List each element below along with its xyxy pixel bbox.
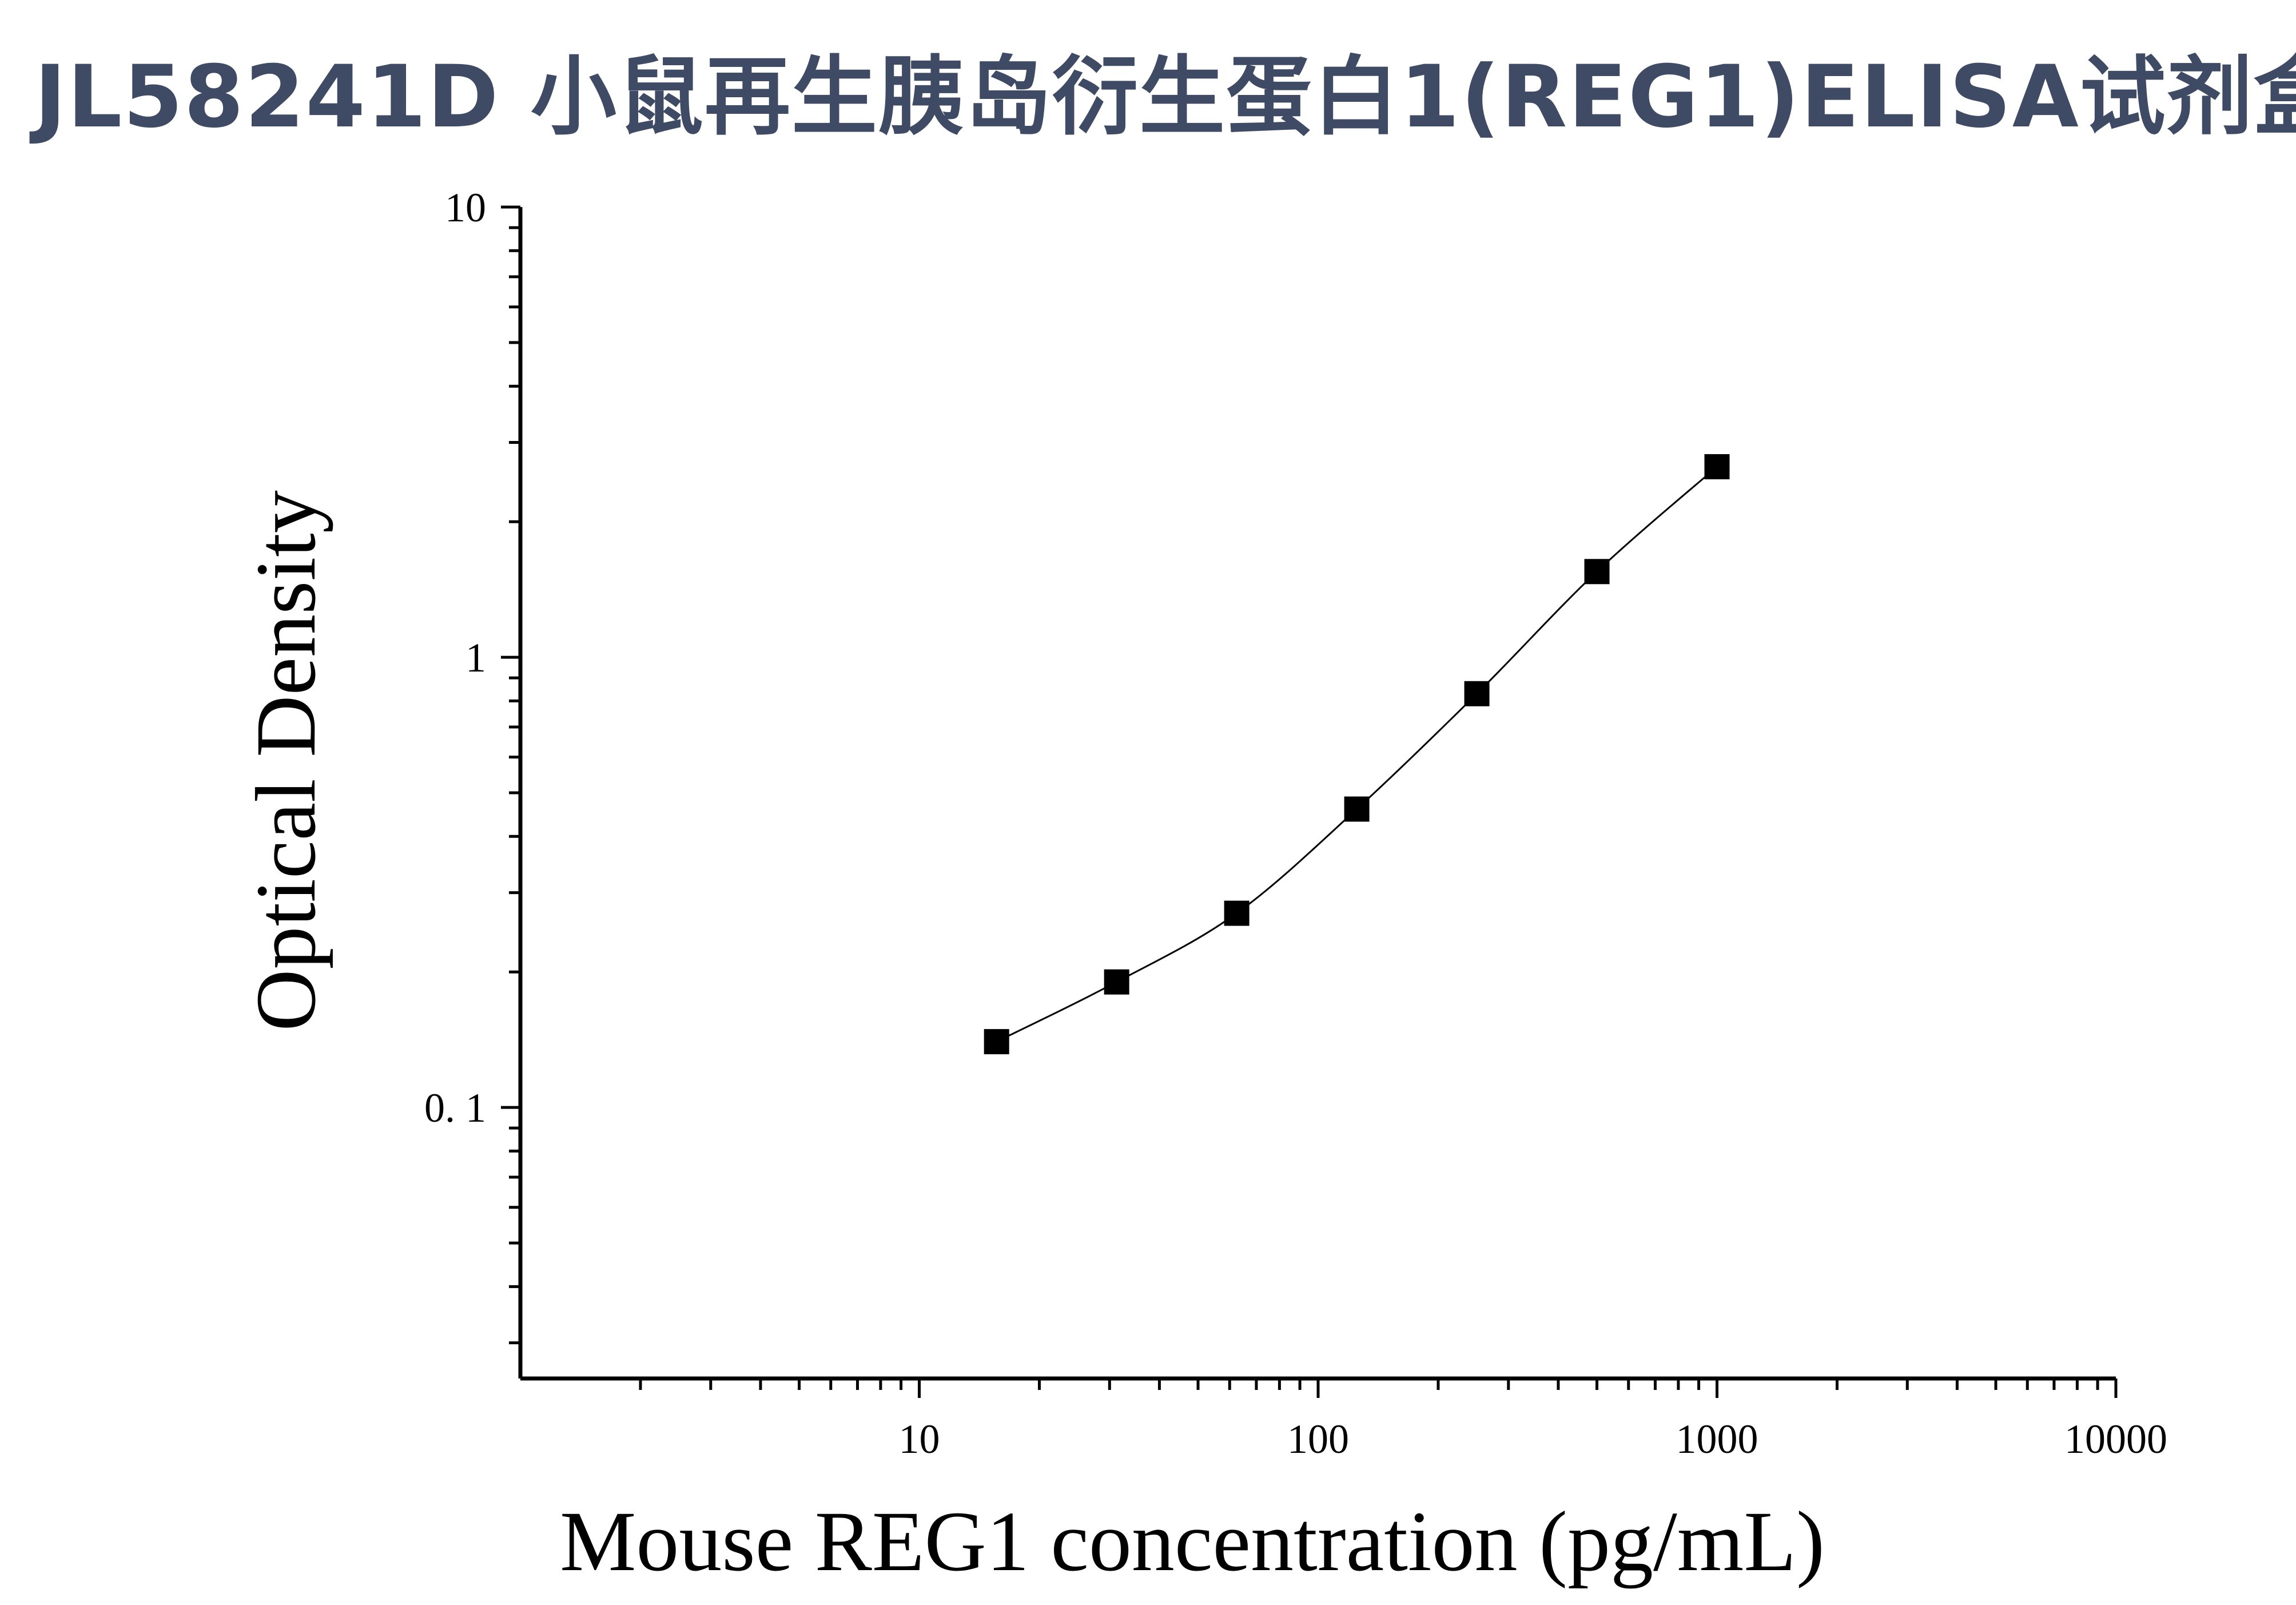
x-axis-label: Mouse REG1 concentration (pg/mL) bbox=[560, 1494, 1825, 1589]
fit-curve-layer bbox=[996, 466, 1718, 1043]
axes: 10 100 1000 10000 0. 1 1 10 bbox=[424, 185, 2167, 1462]
data-point bbox=[1464, 681, 1490, 706]
y-axis-label: Optical Density bbox=[238, 490, 333, 1031]
y-tick-label: 1 bbox=[465, 635, 486, 681]
page-title: JL58241D 小鼠再生胰岛衍生蛋白1(REG1)ELISA试剂盒 bbox=[34, 47, 2296, 147]
x-tick-label: 1000 bbox=[1676, 1416, 1758, 1462]
data-point bbox=[1224, 900, 1250, 926]
data-point bbox=[984, 1029, 1009, 1055]
data-points-layer bbox=[984, 454, 1730, 1055]
fit-curve bbox=[996, 466, 1718, 1043]
x-tick-label: 10000 bbox=[2064, 1416, 2167, 1462]
y-tick-label: 0. 1 bbox=[424, 1085, 486, 1131]
data-point bbox=[1584, 559, 1610, 585]
y-tick-label: 10 bbox=[445, 185, 486, 231]
x-tick-label: 10 bbox=[899, 1416, 940, 1462]
x-tick-label: 100 bbox=[1287, 1416, 1349, 1462]
data-point bbox=[1344, 796, 1370, 822]
data-point bbox=[1104, 969, 1129, 995]
data-point bbox=[1704, 454, 1730, 479]
